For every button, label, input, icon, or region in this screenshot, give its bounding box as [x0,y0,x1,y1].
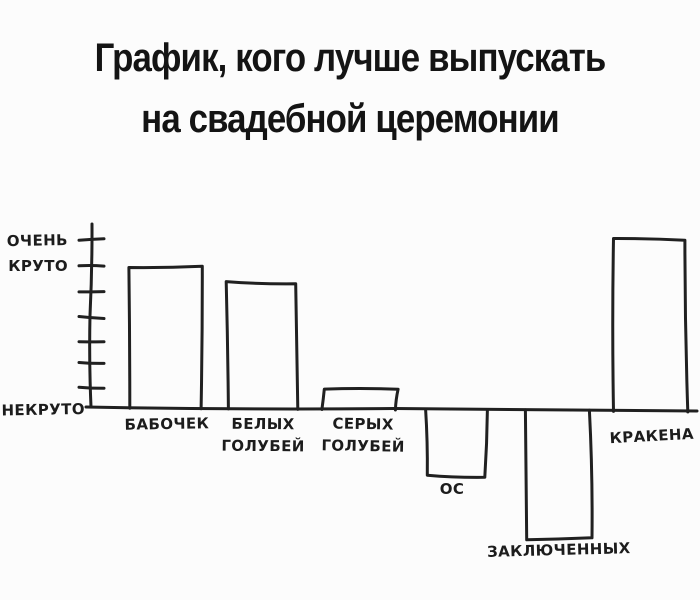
bar-butterflies [127,264,204,411]
y-label-not-cool: НЕКРУТО [1,400,85,419]
bar-label-white-doves: ГОЛУБЕЙ [221,436,305,456]
y-label-very-cool-line-1: ОЧЕНЬ [7,231,68,250]
bar-kraken [611,236,690,414]
bar-white-doves [224,280,300,411]
bar-label-prisoners: ЗАКЛЮЧЕННЫХ [487,539,631,561]
bar-wasps [424,407,489,479]
y-axis-tick [77,315,106,320]
y-axis-tick [77,385,106,390]
bar-label-grey-doves: СЕРЫХ [332,414,394,433]
chart-title-line-2: на свадебной церемонии [141,97,559,141]
bar-grey-doves [320,386,400,412]
y-axis-tick [77,361,106,365]
x-axis-line [84,405,699,413]
bar-label-white-doves: БЕЛЫХ [231,415,294,434]
bar-label-butterflies: БАБОЧЕК [124,414,209,433]
y-axis-line [88,222,94,409]
chart-title: График, кого лучше выпускать на свадебно… [46,28,655,150]
chart-title-line-1: График, кого лучше выпускать [94,36,607,80]
bar-label-grey-doves: ГОЛУБЕЙ [321,435,405,455]
bar-label-wasps: ОС [440,480,465,498]
y-axis-tick [77,237,106,242]
bar-label-kraken: КРАКЕНА [609,425,694,447]
y-axis-tick [77,264,106,268]
y-label-very-cool-line-2: КРУТО [8,257,68,275]
bar-prisoners [523,408,594,542]
